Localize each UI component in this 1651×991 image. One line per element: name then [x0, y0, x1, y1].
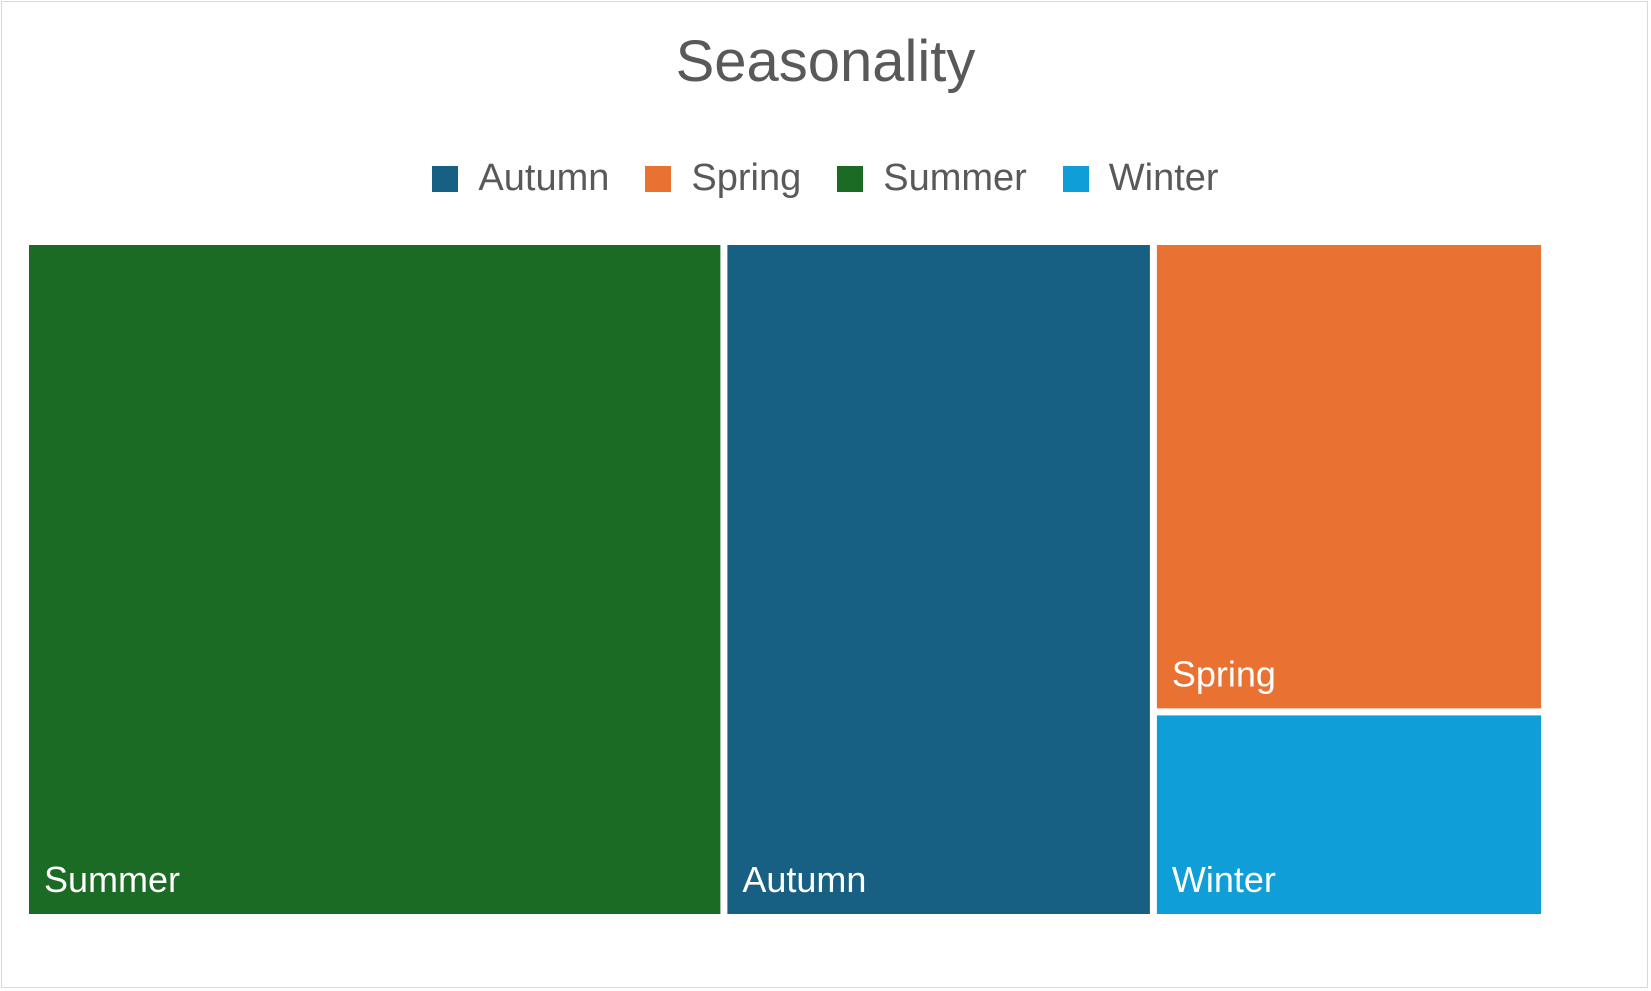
tile-label-autumn: Autumn [742, 859, 866, 900]
legend-swatch [645, 165, 672, 192]
tile-spring: Spring [1156, 245, 1541, 709]
tile-rect-spring [1156, 245, 1541, 709]
chart-title: Seasonality [675, 29, 976, 94]
legend-item-winter: Winter [1062, 157, 1219, 200]
legend-swatch [1062, 165, 1089, 192]
tile-autumn: Autumn [727, 245, 1150, 914]
tile-winter: Winter [1156, 715, 1541, 914]
tile-label-summer: Summer [44, 859, 180, 900]
legend: Autumn Spring Summer Winter [2, 157, 1649, 200]
legend-swatch [432, 165, 459, 192]
tile-rect-autumn [727, 245, 1150, 914]
tile-label-spring: Spring [1172, 653, 1276, 694]
legend-label: Summer [883, 157, 1027, 199]
legend-item-autumn: Autumn [432, 157, 609, 200]
tile-summer: Summer [29, 245, 721, 914]
legend-item-spring: Spring [645, 157, 801, 200]
legend-item-summer: Summer [837, 157, 1027, 200]
tile-rect-winter [1156, 715, 1541, 914]
legend-label: Autumn [478, 157, 610, 199]
legend-swatch [837, 165, 864, 192]
tile-rect-summer [29, 245, 721, 914]
tile-label-winter: Winter [1172, 859, 1276, 900]
legend-label: Winter [1108, 157, 1219, 199]
legend-label: Spring [691, 157, 802, 199]
